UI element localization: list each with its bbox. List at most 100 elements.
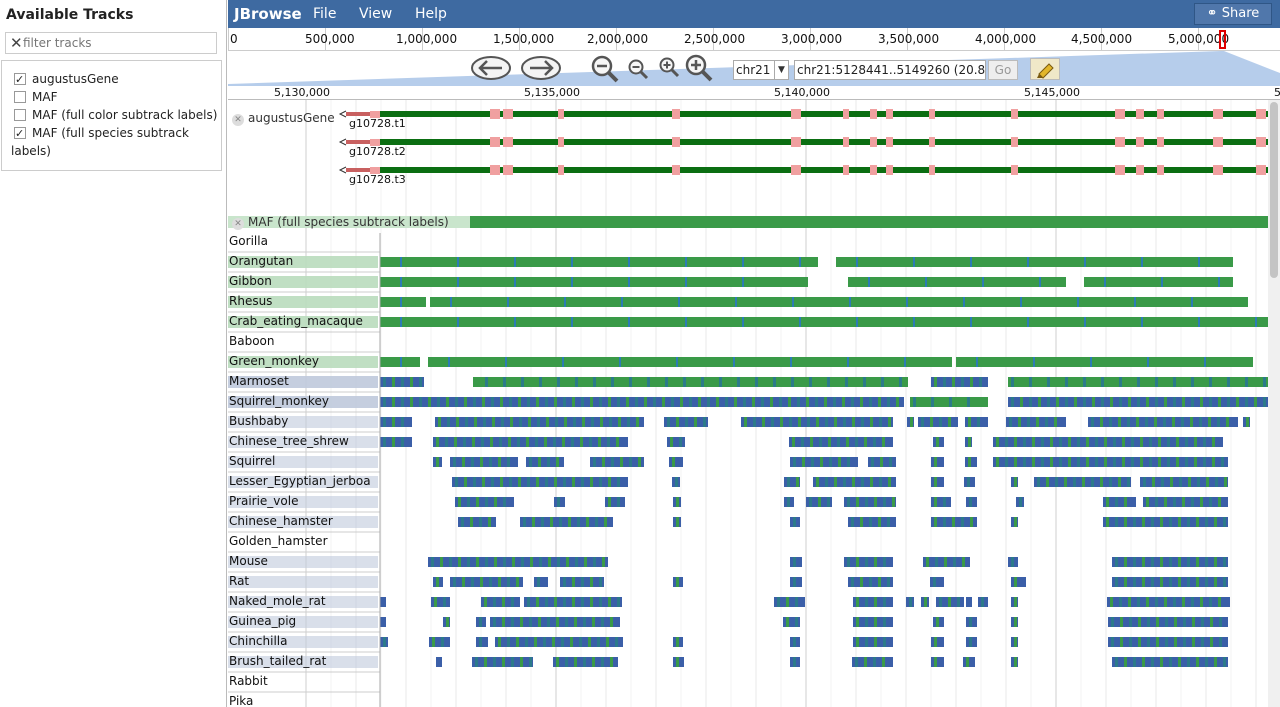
alignment-mismatch [856, 497, 859, 507]
menu-view[interactable]: View [359, 6, 393, 22]
exon [503, 165, 513, 175]
alignment-mismatch [476, 557, 479, 567]
alignment-block [380, 317, 1280, 327]
zoom-in-large-icon[interactable] [683, 53, 715, 83]
alignment-mismatch [552, 637, 555, 647]
alignment-mismatch [1196, 657, 1199, 667]
alignment-block [1008, 397, 1280, 407]
scrollbar-thumb[interactable] [1270, 102, 1278, 278]
exon [558, 165, 564, 175]
alignment-mismatch [547, 617, 550, 627]
alignment-mismatch [952, 517, 955, 527]
alignment-block [853, 637, 893, 647]
species-label: Gorilla [229, 234, 268, 248]
alignment-mismatch [383, 417, 386, 427]
highlight-button[interactable] [1030, 58, 1060, 80]
alignment-mismatch [1084, 317, 1086, 327]
alignment-mismatch [628, 257, 630, 267]
alignment-mismatch [675, 477, 678, 487]
pan-left-button[interactable] [470, 55, 512, 81]
track-label: MAF (full species subtrack [32, 126, 189, 140]
exon [843, 137, 849, 147]
app-brand[interactable]: JBrowse [234, 5, 302, 23]
alignment-mismatch [861, 417, 864, 427]
overview-ruler[interactable]: 0 500,000 1,000,000 1,500,000 2,000,000 … [228, 28, 1280, 51]
checkbox-icon[interactable] [14, 71, 26, 89]
alignment-mismatch [827, 497, 830, 507]
track-item-augustusgene[interactable]: augustusGene [14, 70, 119, 89]
alignment-mismatch [921, 417, 924, 427]
alignment-mismatch [795, 597, 798, 607]
zoom-in-small-icon[interactable] [657, 56, 681, 80]
alignment-mismatch [564, 297, 566, 307]
filter-input[interactable] [23, 34, 213, 52]
track-area[interactable]: ✕ augustusGene g10728.t1 g10728.t2 g10728… [228, 100, 1280, 707]
alignment-mismatch [1191, 377, 1194, 387]
maf-track-label[interactable]: ✕ MAF (full species subtrack labels) [232, 215, 449, 230]
alignment-block [428, 357, 952, 367]
checkbox-icon[interactable] [14, 109, 26, 121]
close-icon[interactable]: ✕ [232, 218, 244, 230]
alignment-mismatch [913, 317, 915, 327]
alignment-mismatch [674, 377, 677, 387]
alignment-mismatch [1077, 457, 1080, 467]
alignment-mismatch [543, 637, 546, 647]
alignment-mismatch [443, 597, 446, 607]
exon [1256, 109, 1266, 119]
species-label-bg [228, 576, 378, 588]
alignment-mismatch [1014, 517, 1017, 527]
checkbox-icon[interactable] [14, 125, 26, 143]
alignment-mismatch [608, 597, 611, 607]
close-icon[interactable]: ✕ [232, 114, 244, 126]
alignment-mismatch [1176, 437, 1179, 447]
alignment-mismatch [1160, 577, 1163, 587]
alignment-mismatch [565, 657, 568, 667]
overview-location-marker[interactable] [1219, 30, 1226, 49]
gene-track-label[interactable]: ✕ augustusGene [232, 111, 335, 126]
track-item-maf-full-species[interactable]: MAF (full species subtrack [14, 124, 189, 143]
alignment-mismatch [1156, 637, 1159, 647]
alignment-mismatch [1210, 637, 1213, 647]
alignment-mismatch [773, 377, 776, 387]
alignment-mismatch [1023, 457, 1026, 467]
alignment-mismatch [1204, 357, 1206, 367]
clear-filter-icon[interactable]: ✕ [10, 34, 23, 52]
exon [886, 109, 893, 119]
checkbox-icon[interactable] [14, 91, 26, 103]
exon [1115, 137, 1125, 147]
alignment-mismatch [725, 397, 728, 407]
vertical-scrollbar[interactable] [1268, 100, 1280, 707]
alignment-block [450, 457, 518, 467]
overview-tick: 3,500,000 [878, 32, 940, 46]
zoom-out-small-icon[interactable] [626, 58, 650, 82]
exon [1213, 137, 1223, 147]
share-button[interactable]: ⚭ Share [1194, 3, 1272, 25]
alignment-mismatch [1124, 657, 1127, 667]
alignment-mismatch [873, 437, 876, 447]
alignment-mismatch [602, 457, 605, 467]
chromosome-select[interactable]: chr21 ▼ [733, 60, 789, 80]
track-item-maf-full-color[interactable]: MAF (full color subtrack labels) [14, 106, 217, 124]
alignment-mismatch [485, 557, 488, 567]
go-button[interactable]: Go [988, 60, 1018, 80]
alignment-mismatch [676, 637, 679, 647]
menu-file[interactable]: File [313, 6, 337, 22]
alignment-mismatch [755, 377, 758, 387]
alignment-mismatch [1205, 657, 1208, 667]
exon [1011, 165, 1018, 175]
alignment-mismatch [1156, 617, 1159, 627]
alignment-mismatch [471, 457, 474, 467]
zoom-out-large-icon[interactable] [589, 54, 621, 84]
menu-help[interactable]: Help [415, 6, 447, 22]
alignment-mismatch [838, 457, 841, 467]
filter-box[interactable]: ✕ [5, 32, 217, 54]
alignment-mismatch [909, 597, 912, 607]
alignment-mismatch [586, 517, 589, 527]
alignment-mismatch [1154, 417, 1157, 427]
track-item-maf[interactable]: MAF [14, 88, 57, 106]
alignment-mismatch [509, 477, 512, 487]
alignment-mismatch [517, 437, 520, 447]
pan-right-button[interactable] [520, 55, 562, 81]
track-label: MAF [32, 90, 58, 104]
location-input[interactable]: chr21:5128441..5149260 (20.82 Kb) [794, 60, 986, 80]
